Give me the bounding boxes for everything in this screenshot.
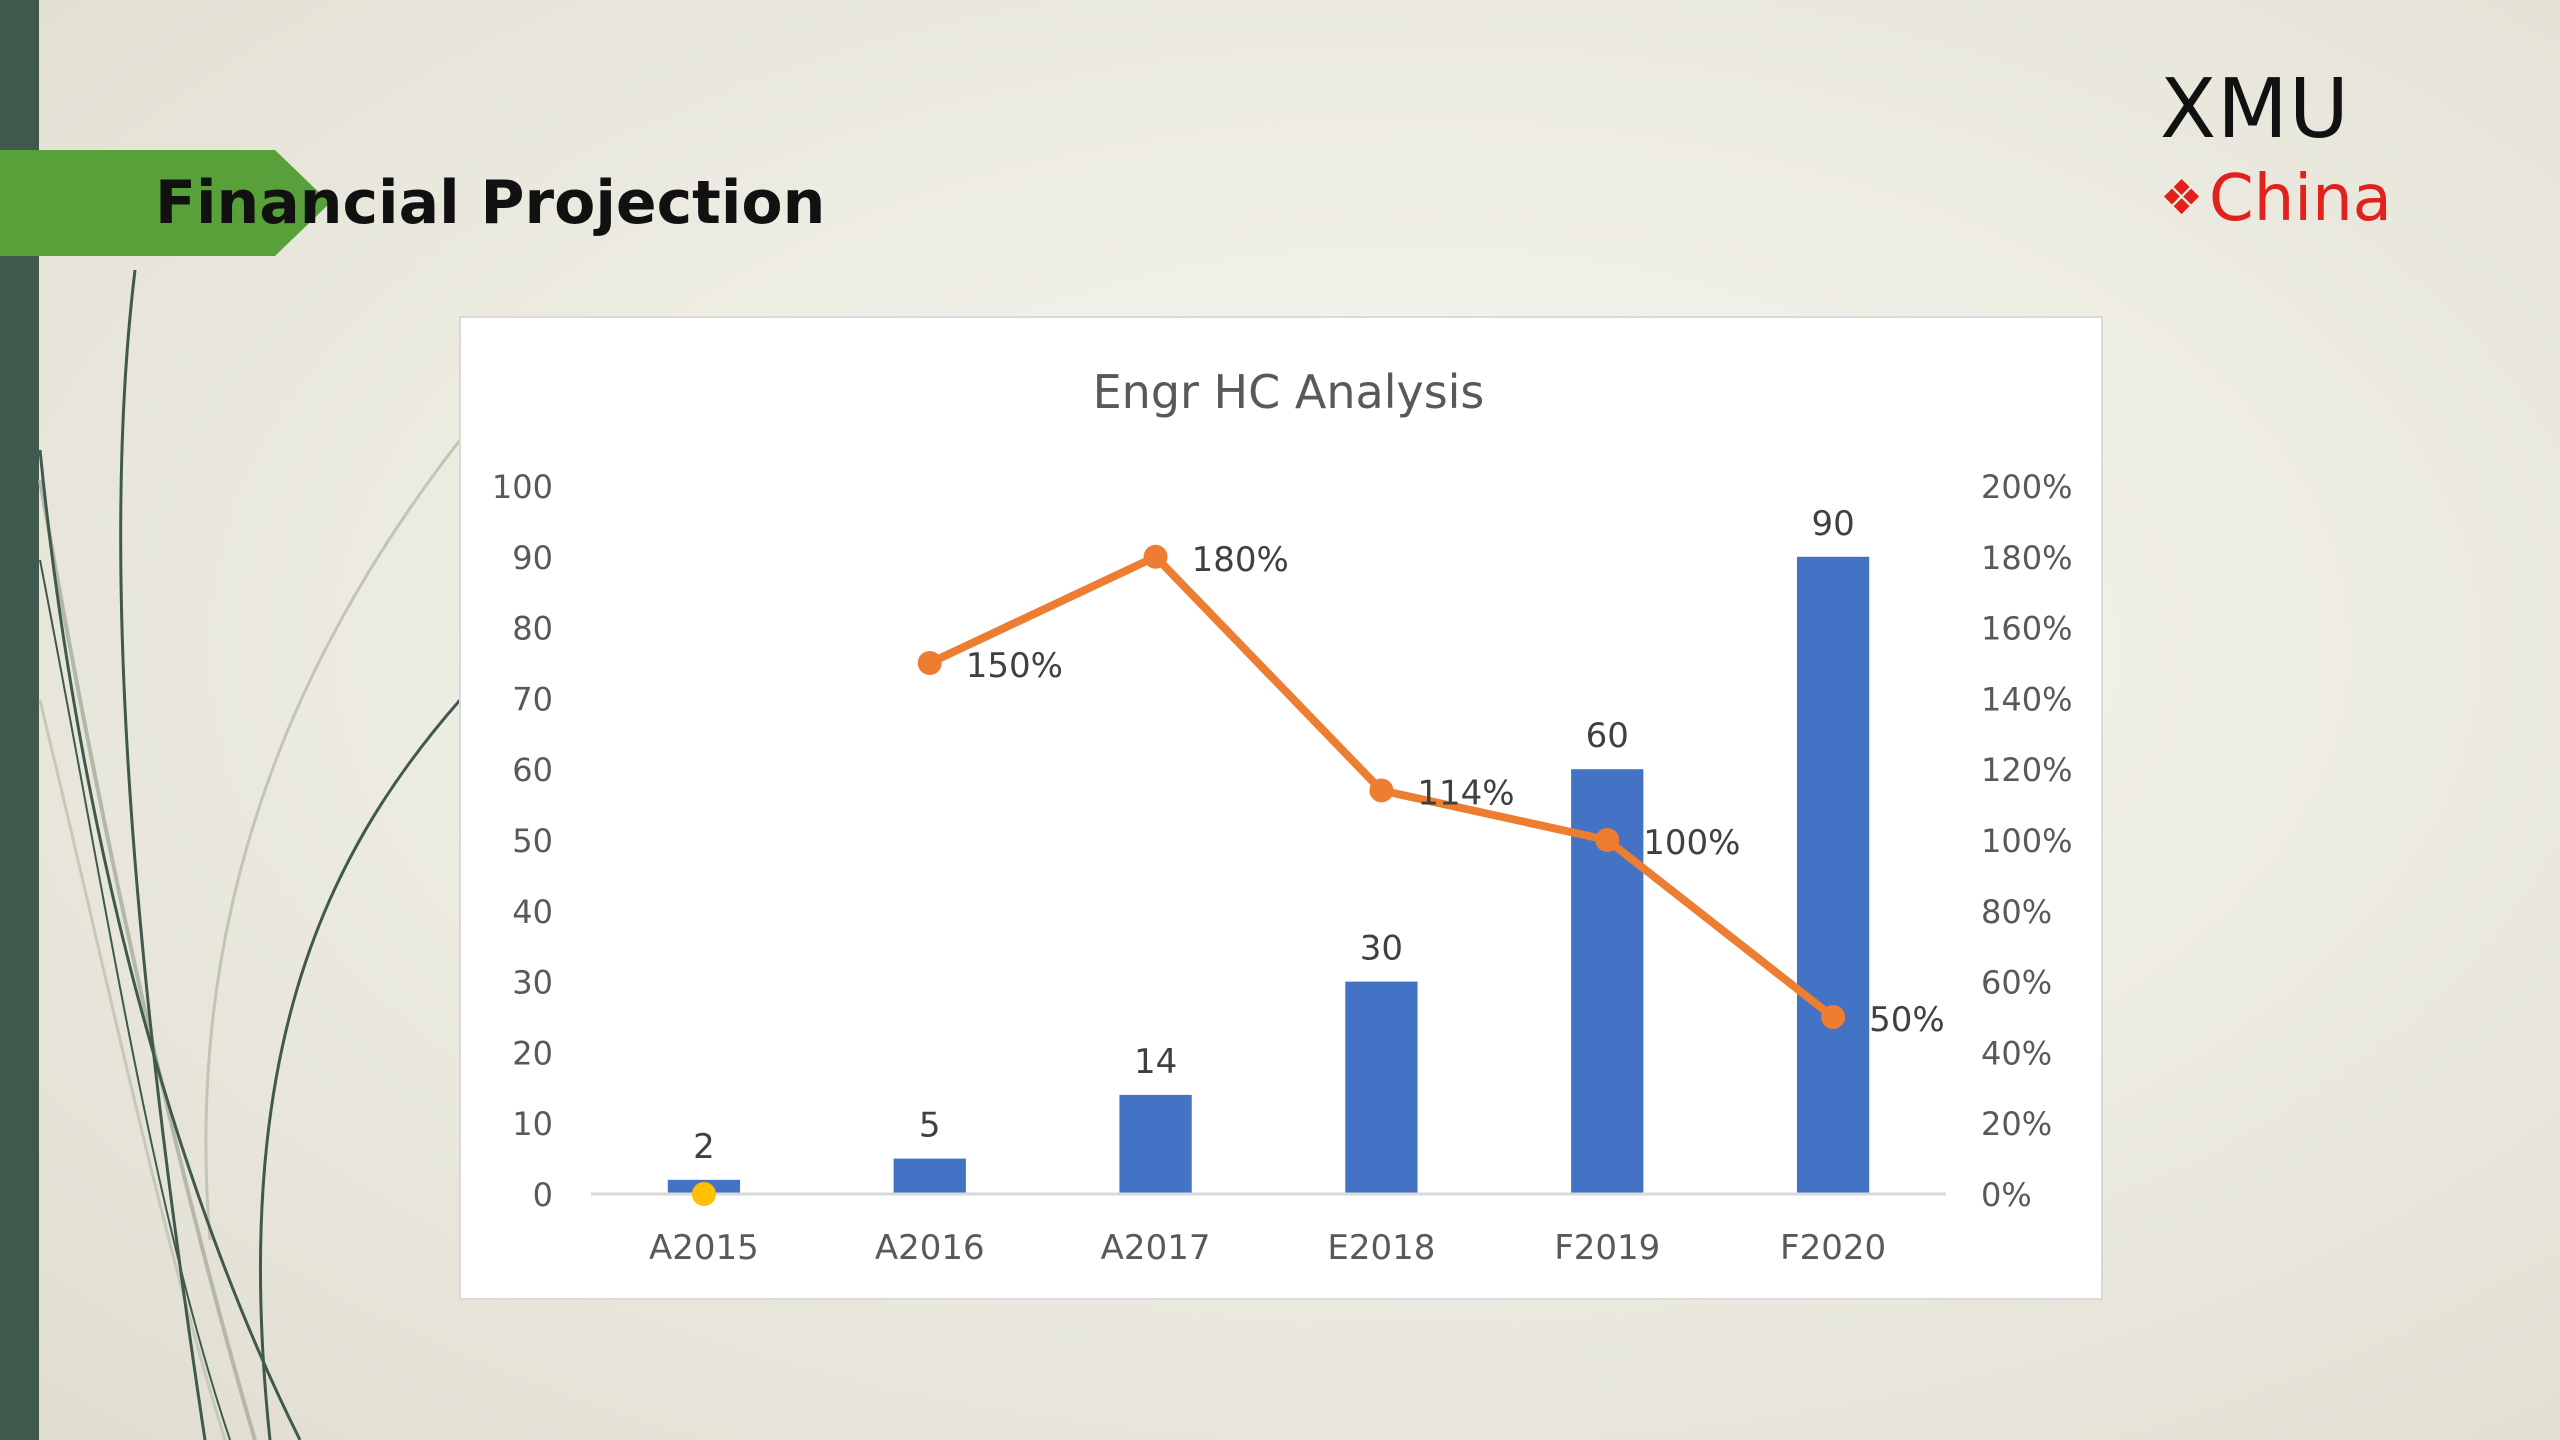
four-diamonds-icon: ❖: [2160, 170, 2204, 226]
baseline-point: [691, 1182, 716, 1206]
logo: XMU ❖China: [2160, 62, 2440, 239]
bar-data-label: 90: [1811, 504, 1854, 544]
y-left-tick-label: 30: [512, 964, 553, 1002]
y-left-tick-label: 10: [512, 1105, 553, 1143]
y-right-tick-label: 200%: [1981, 468, 2072, 506]
line-point: [1143, 544, 1168, 569]
title-arrow-shape: [0, 150, 330, 256]
x-tick-label: A2017: [1101, 1228, 1211, 1268]
engr-hc-chart: Engr HC Analysis 0 10 20 30 40 50 60 70 80 90 100 0%…: [492, 365, 2073, 1268]
y-right-tick-label: 140%: [1981, 680, 2072, 718]
y-right-tick-label: 0%: [1981, 1176, 2032, 1214]
x-tick-label: E2018: [1327, 1228, 1435, 1268]
y-right-tick-label: 100%: [1981, 822, 2072, 860]
logo-text-top: XMU: [2160, 62, 2350, 157]
logo-text-bottom: China: [2209, 162, 2392, 236]
bar-data-label: 30: [1360, 929, 1403, 969]
bar: [1345, 981, 1418, 1194]
y-right-tick-label: 160%: [1981, 610, 2072, 648]
line-point: [1369, 778, 1394, 803]
y-left-tick-label: 80: [512, 610, 553, 648]
bar-data-label: 2: [693, 1127, 715, 1167]
bar: [1119, 1094, 1192, 1194]
y-left-tick-label: 40: [512, 893, 553, 931]
decorative-leaves: [38, 269, 462, 1440]
chart-title: Engr HC Analysis: [1093, 365, 1485, 419]
y-right-tick-label: 180%: [1981, 539, 2072, 577]
line-data-label: 114%: [1417, 773, 1514, 813]
y-right-tick-label: 60%: [1981, 964, 2052, 1002]
line-data-label: 180%: [1192, 540, 1289, 580]
x-tick-label: F2019: [1554, 1228, 1660, 1268]
y-right-tick-label: 20%: [1981, 1105, 2052, 1143]
y-left-tick-label: 60: [512, 751, 553, 789]
y-left-tick-label: 100: [492, 468, 553, 506]
y-left-tick-label: 0: [533, 1176, 553, 1214]
bar-data-label: 5: [919, 1106, 941, 1146]
line-point: [1595, 828, 1620, 852]
y-left-tick-label: 50: [512, 822, 553, 860]
y-right-tick-label: 40%: [1981, 1034, 2052, 1072]
bar-data-label: 60: [1586, 716, 1629, 756]
line-point: [1821, 1005, 1846, 1029]
y-right-tick-label: 120%: [1981, 751, 2072, 789]
logo-text-bottom-row: ❖China: [2160, 158, 2440, 239]
x-tick-label: F2020: [1780, 1228, 1886, 1268]
chart-container: Engr HC Analysis 0 10 20 30 40 50 60 70 80 90 100 0%…: [459, 316, 2103, 1300]
y-left-tick-label: 20: [512, 1034, 553, 1072]
x-tick-label: A2015: [649, 1228, 759, 1268]
line-data-label: 150%: [966, 646, 1063, 686]
bar: [893, 1158, 966, 1194]
x-tick-label: A2016: [875, 1228, 985, 1268]
line-data-label: 50%: [1869, 1000, 1945, 1040]
slide-title: Financial Projection: [155, 168, 826, 238]
bar-data-label: 14: [1134, 1042, 1177, 1082]
bar: [1796, 556, 1870, 1194]
y-left-tick-label: 90: [512, 539, 553, 577]
y-left-tick-label: 70: [512, 680, 553, 718]
y-right-tick-label: 80%: [1981, 893, 2052, 931]
line-point: [917, 651, 942, 675]
line-data-label: 100%: [1643, 823, 1740, 863]
